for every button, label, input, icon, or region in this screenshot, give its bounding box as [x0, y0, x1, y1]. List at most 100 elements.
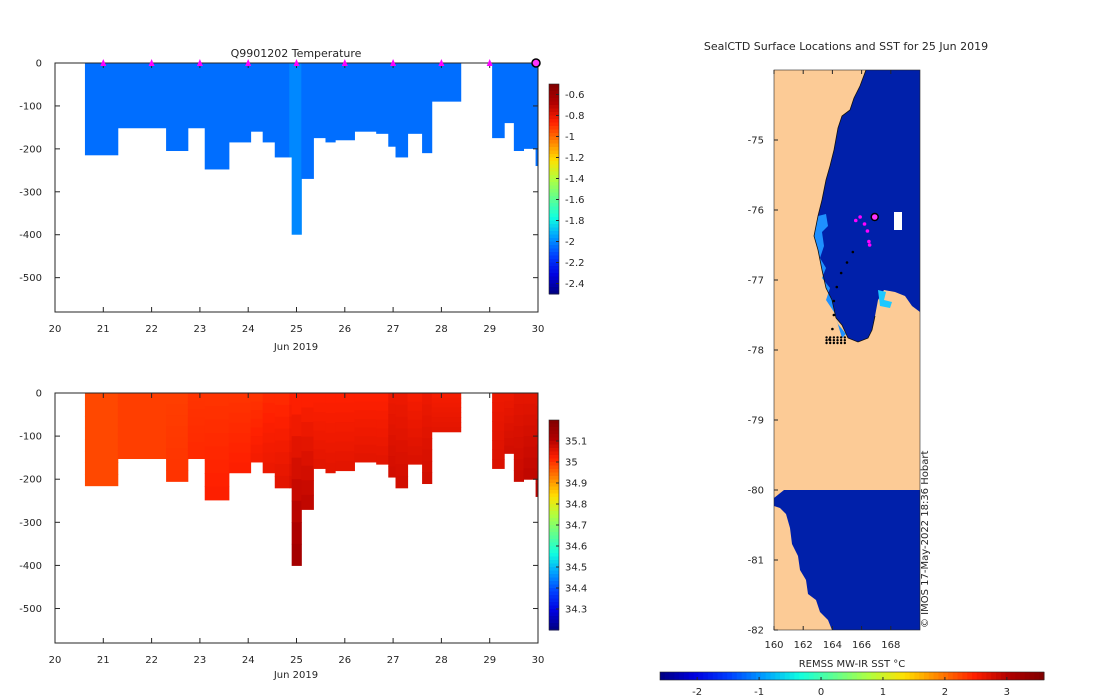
colorbar-band [549, 427, 559, 431]
surface-location-point [858, 215, 862, 219]
sst-colorbar-band [1015, 672, 1021, 680]
colorbar-band [549, 497, 559, 501]
profile-cell [523, 393, 537, 405]
profile-cell [431, 63, 462, 102]
profile-cell [422, 472, 433, 485]
surface-location-point [865, 229, 870, 233]
profile-cell [313, 440, 326, 451]
profile-cell [301, 393, 314, 409]
profile-cell [228, 412, 252, 424]
colorbar-band [549, 479, 559, 484]
profile-cell [117, 401, 167, 410]
colorbar-band [549, 220, 559, 225]
profile-cell [335, 412, 355, 423]
xtick-label: 20 [49, 324, 62, 335]
profile-cell [376, 63, 389, 134]
map-ytick-label: -77 [748, 276, 764, 287]
profile-cell [523, 403, 537, 416]
profile-cell [262, 442, 276, 454]
colorbar-band [549, 612, 559, 617]
colorbar-band [549, 437, 559, 442]
sst-map-panel: SealCTD Surface Locations and SST for 25… [659, 40, 1045, 698]
profile-cell [422, 404, 433, 417]
profile-cell [523, 414, 537, 426]
colorbar-band [549, 539, 559, 543]
profile-cell [513, 437, 525, 449]
profile-cell [250, 410, 264, 420]
colorbar-band [549, 567, 559, 571]
sst-colorbar-band [756, 672, 762, 680]
track-point [831, 327, 834, 331]
profile-cell [313, 459, 326, 469]
colorbar-band [549, 112, 559, 116]
profile-cell [504, 430, 515, 439]
map-xtick-label: 164 [823, 640, 842, 651]
map-track [825, 250, 855, 345]
colorbar-band [549, 143, 559, 148]
profile-cell [84, 462, 119, 475]
track-point [836, 336, 839, 339]
profile-cell [388, 435, 397, 447]
sst-colorbar-band [880, 672, 887, 680]
map-xtick-label: 160 [764, 640, 783, 651]
profile-cell [301, 480, 314, 496]
colorbar-band [549, 150, 559, 155]
sst-colorbar-band [904, 672, 911, 680]
colorbar-band [549, 133, 559, 137]
xtick-label: 28 [435, 655, 448, 666]
track-point [839, 336, 843, 339]
profile-cell [250, 401, 264, 411]
sst-colorbar-band [933, 672, 939, 680]
colorbar-band [549, 108, 559, 113]
ytick-label: -100 [19, 101, 42, 112]
colorbar-band [549, 493, 559, 498]
surface-location-point [867, 239, 871, 244]
sst-colorbar-band [823, 672, 829, 680]
colorbar-tick-label: 34.9 [565, 479, 587, 490]
colorbar-tick-label: -2.2 [565, 258, 585, 269]
colorbar-band [549, 434, 559, 438]
profile-cell [395, 416, 409, 430]
colorbar-band [549, 619, 559, 624]
profile-cell [422, 449, 433, 462]
profile-cell [335, 63, 355, 141]
profile-cell [535, 470, 538, 485]
colorbar-tick-label: -2 [565, 237, 575, 248]
xtick-label: 22 [145, 324, 158, 335]
surface-marker [390, 59, 397, 66]
profile-cell [313, 449, 326, 460]
track-point [832, 341, 836, 345]
profile-cell [250, 453, 264, 463]
map-xtick-label: 168 [881, 640, 900, 651]
profile-cell [262, 452, 276, 464]
profile-cell [535, 405, 538, 420]
sst-colorbar-band [751, 672, 757, 680]
profile-cell [407, 401, 423, 412]
profile-cell [325, 452, 336, 464]
profile-cell [492, 440, 505, 451]
colorbar-tick-label: -0.8 [565, 111, 585, 122]
profile-cell [422, 415, 433, 428]
profile-cell [335, 393, 355, 404]
colorbar-band [549, 507, 559, 512]
colorbar-band [549, 91, 559, 95]
ytick-label: -200 [19, 144, 42, 155]
colorbar-band [549, 241, 559, 246]
sst-colorbar-tick-label: -1 [754, 687, 764, 698]
profile-cell [313, 402, 326, 413]
profile-cell [535, 444, 538, 459]
profile-cell [117, 63, 167, 129]
colorbar-band [549, 504, 559, 508]
sst-colorbar-band [727, 672, 733, 680]
colorbar-band [549, 129, 559, 134]
profile-cell [325, 422, 336, 434]
colorbar-band [549, 570, 559, 575]
profile-cell [84, 404, 119, 417]
surface-marker [293, 59, 300, 66]
colorbar-band [549, 602, 559, 606]
sst-colorbar-band [732, 672, 738, 680]
colorbar-band [549, 605, 559, 610]
sst-colorbar-band [664, 672, 671, 680]
profile-cell [204, 446, 230, 461]
salinity-panel: 0 -100 -200 -300 -400 -500 20 21 22 23 24 25 26 27 28… [19, 389, 587, 682]
